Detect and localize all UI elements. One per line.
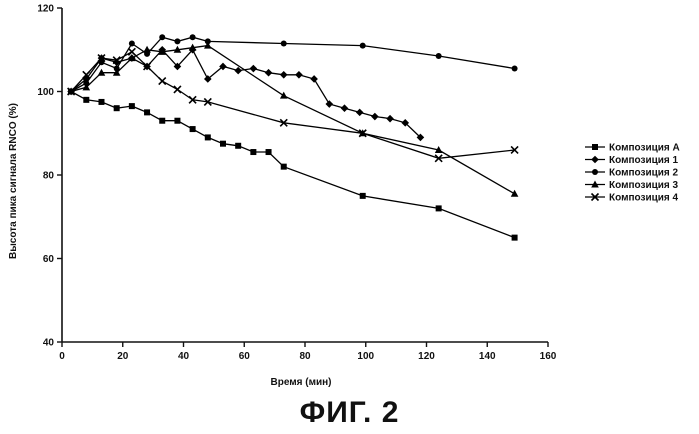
data-point: [220, 141, 226, 147]
data-point: [144, 109, 150, 115]
y-tick-label: 120: [37, 4, 54, 15]
data-point: [159, 118, 165, 124]
series-5: [68, 48, 518, 161]
data-point: [281, 40, 287, 46]
series-line: [71, 50, 420, 138]
x-axis-label: Время (мин): [270, 377, 331, 388]
data-point: [436, 205, 442, 211]
x-tick-label: 0: [59, 351, 65, 362]
data-point: [310, 75, 318, 83]
series-line: [71, 52, 514, 159]
legend-item: Композиция 3: [585, 180, 679, 191]
x-tick-label: 60: [239, 351, 251, 362]
axes: 40 60 80 100 120 0 20 40 60 80 100 120 140 160 Время (…: [8, 4, 557, 389]
data-point: [250, 65, 258, 73]
x-tick-label: 160: [540, 351, 557, 362]
series-line: [71, 92, 514, 238]
data-point: [280, 71, 288, 79]
x-tick-label: 120: [418, 351, 435, 362]
data-point: [512, 235, 518, 241]
legend-label: Композиция 1: [609, 155, 679, 166]
series-layer: [67, 34, 518, 240]
data-point: [386, 115, 394, 123]
data-point: [341, 104, 349, 112]
data-point: [250, 149, 256, 155]
y-tick-label: 80: [43, 171, 55, 182]
x-tick-label: 20: [117, 351, 129, 362]
data-point: [266, 149, 272, 155]
series-line: [71, 37, 514, 91]
legend-item: Композиция 1: [585, 155, 679, 166]
y-tick-label: 100: [37, 87, 54, 98]
legend-item: Композиция A: [585, 143, 680, 154]
series-3: [68, 34, 517, 94]
data-point: [326, 100, 334, 108]
x-tick-label: 140: [479, 351, 496, 362]
legend-label: Композиция 2: [609, 168, 679, 179]
data-point: [511, 190, 519, 197]
legend-label: Композиция A: [609, 143, 680, 154]
legend-item: Композиция 2: [585, 168, 679, 179]
data-point: [235, 143, 241, 149]
legend-marker: [591, 156, 599, 164]
data-point: [114, 105, 120, 111]
data-point: [265, 69, 273, 77]
data-point: [129, 40, 135, 46]
series-4: [67, 42, 518, 197]
data-point: [83, 97, 89, 103]
data-point: [159, 34, 165, 40]
x-tick-label: 100: [357, 351, 374, 362]
data-point: [174, 86, 181, 93]
x-tick-label: 80: [299, 351, 311, 362]
data-point: [371, 113, 379, 121]
legend-label: Композиция 4: [609, 193, 679, 204]
x-tick-label: 40: [178, 351, 190, 362]
legend-marker: [592, 169, 598, 175]
data-point: [143, 46, 151, 53]
data-point: [360, 43, 366, 49]
data-point: [356, 109, 364, 117]
legend-item: Композиция 4: [585, 193, 679, 204]
y-axis-label: Высота пика сигнала RNCO (%): [8, 103, 19, 259]
y-tick-label: 40: [43, 338, 55, 349]
data-point: [159, 78, 166, 85]
data-point: [190, 34, 196, 40]
data-point: [205, 134, 211, 140]
data-point: [512, 66, 518, 72]
data-point: [98, 99, 104, 105]
legend: Композиция AКомпозиция 1Композиция 2Комп…: [585, 143, 680, 204]
legend-label: Композиция 3: [609, 180, 679, 191]
data-point: [129, 103, 135, 109]
data-point: [174, 118, 180, 124]
y-tick-label: 60: [43, 254, 55, 265]
series-line: [71, 46, 514, 194]
figure-caption: ФИГ. 2: [0, 396, 699, 430]
data-point: [295, 71, 303, 79]
data-point: [190, 126, 196, 132]
series-1: [68, 89, 517, 241]
data-point: [360, 193, 366, 199]
legend-marker: [592, 144, 598, 150]
data-point: [174, 38, 180, 44]
data-point: [436, 53, 442, 59]
data-point: [280, 92, 288, 99]
data-point: [281, 164, 287, 170]
series-2: [67, 46, 424, 141]
